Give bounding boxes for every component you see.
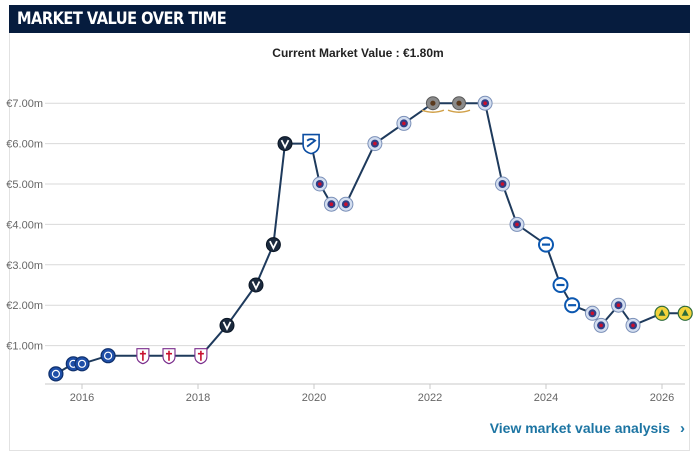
x-tick-label: 2024 (534, 392, 558, 404)
y-tick-label: €2.00m (6, 300, 43, 312)
data-point-rangers[interactable] (323, 196, 339, 212)
y-tick-label: €6.00m (6, 139, 43, 151)
data-point-rangers[interactable] (495, 176, 510, 192)
view-market-value-analysis-label: View market value analysis (489, 420, 670, 436)
card-body (9, 33, 690, 451)
data-point-fiorentina[interactable] (162, 348, 176, 365)
y-tick-label: €5.00m (6, 179, 43, 191)
data-point-yellow-crest[interactable] (654, 305, 670, 321)
data-point-vitesse[interactable] (248, 277, 264, 293)
current-market-value-label: Current Market Value : €1.80m (272, 46, 444, 60)
data-point-cagliari[interactable] (421, 96, 445, 113)
data-point-rangers[interactable] (509, 216, 525, 232)
data-point-vitesse[interactable] (219, 317, 235, 333)
data-point-rangers[interactable] (477, 95, 493, 111)
data-point-rangers[interactable] (625, 317, 641, 333)
market-value-chart: €1.00m €2.00m €3.00m €4.00m €5.00m €6.00m €7.0… (6, 95, 693, 404)
x-tick-label: 2020 (302, 392, 326, 404)
data-point-rangers[interactable] (367, 136, 383, 152)
x-tick-label: 2026 (650, 392, 674, 404)
data-point-rangers[interactable] (584, 305, 600, 321)
data-point-brighton[interactable] (538, 236, 554, 253)
x-tick-label: 2016 (70, 392, 94, 404)
y-tick-label: €7.00m (6, 98, 43, 110)
card-title: MARKET VALUE OVER TIME (17, 9, 227, 29)
data-point-rangers[interactable] (396, 115, 412, 131)
data-point-rangers[interactable] (611, 297, 626, 313)
data-point-fiorentina[interactable] (136, 348, 150, 365)
data-point-rangers[interactable] (338, 196, 354, 212)
data-point-vitesse[interactable] (277, 136, 293, 152)
data-point-gent[interactable] (48, 366, 64, 382)
data-point-brighton[interactable] (564, 297, 581, 314)
y-tick-label: €3.00m (6, 260, 43, 272)
x-tick-label: 2018 (186, 392, 210, 404)
data-point-yellow-crest[interactable] (677, 305, 693, 321)
data-point-genk[interactable] (302, 133, 320, 155)
data-point-cagliari[interactable] (447, 96, 471, 113)
chevron-right-icon: › (680, 419, 685, 437)
data-point-rangers[interactable] (312, 176, 328, 192)
data-point-brighton[interactable] (552, 277, 569, 293)
data-point-rangers[interactable] (593, 317, 609, 333)
data-point-gent[interactable] (74, 356, 90, 372)
card-header: MARKET VALUE OVER TIME (9, 5, 690, 33)
data-point-vitesse[interactable] (265, 237, 281, 253)
data-point-fiorentina[interactable] (194, 348, 208, 365)
y-tick-label: €4.00m (6, 219, 43, 231)
data-point-gent[interactable] (100, 348, 116, 364)
y-tick-label: €1.00m (6, 341, 43, 353)
view-market-value-analysis-link[interactable]: View market value analysis › (490, 420, 685, 436)
x-tick-label: 2022 (418, 392, 442, 404)
